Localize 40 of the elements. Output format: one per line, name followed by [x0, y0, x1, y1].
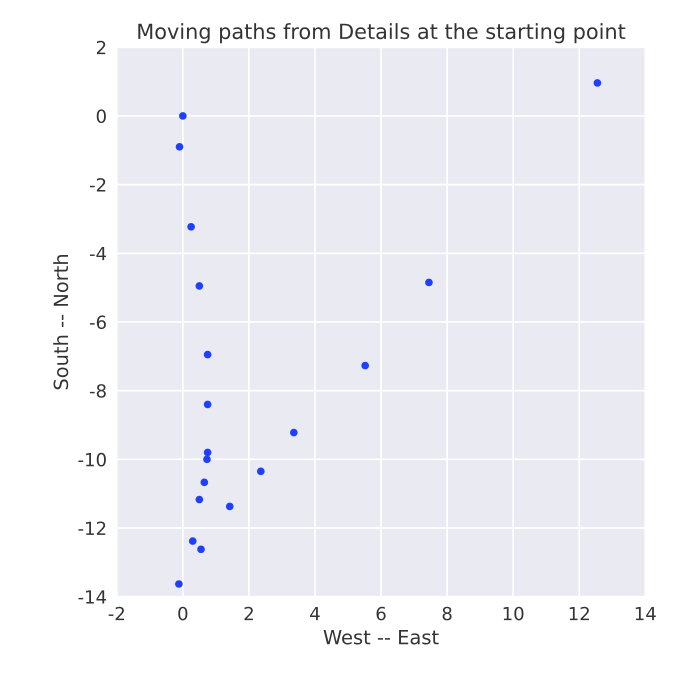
y-tick-label: -6	[90, 315, 106, 330]
x-tick-label: 4	[310, 606, 320, 620]
x-tick-label: 10	[504, 606, 524, 620]
x-tick-label: 2	[244, 606, 253, 620]
point	[425, 278, 433, 286]
chart-title: Moving paths from Details at the starting point	[138, 23, 626, 44]
x-axis-title: West -- East	[324, 630, 439, 645]
y-tick-label: 0	[96, 109, 106, 124]
x-tick-label: 0	[178, 606, 188, 620]
point	[187, 223, 195, 231]
point	[179, 112, 187, 120]
point	[196, 282, 204, 290]
point	[197, 546, 205, 554]
point	[200, 478, 208, 486]
x-tick-label: -2	[108, 606, 124, 620]
point	[203, 456, 211, 464]
x-tick-label: 6	[376, 606, 386, 620]
point	[204, 448, 212, 456]
y-tick-label: -10	[78, 452, 106, 466]
point	[290, 428, 298, 436]
y-axis-title: South -- North	[53, 254, 68, 390]
y-tick-label: -12	[78, 521, 106, 535]
x-tick-label: 14	[636, 606, 656, 620]
x-tick-label: 12	[570, 606, 589, 620]
y-tick-label: -8	[90, 384, 106, 398]
y-tick-label: -4	[90, 246, 106, 260]
y-tick-label: -2	[90, 178, 106, 192]
point	[361, 362, 369, 370]
y-tick-label: -14	[78, 590, 106, 604]
point	[175, 580, 183, 588]
point	[188, 537, 197, 545]
point	[204, 350, 212, 358]
x-tick-label: 8	[442, 606, 452, 620]
point	[176, 143, 184, 151]
point	[196, 496, 204, 504]
y-tick-label: 2	[96, 40, 106, 54]
point	[256, 468, 265, 476]
point	[594, 79, 602, 87]
point	[226, 502, 234, 510]
point	[204, 400, 212, 408]
